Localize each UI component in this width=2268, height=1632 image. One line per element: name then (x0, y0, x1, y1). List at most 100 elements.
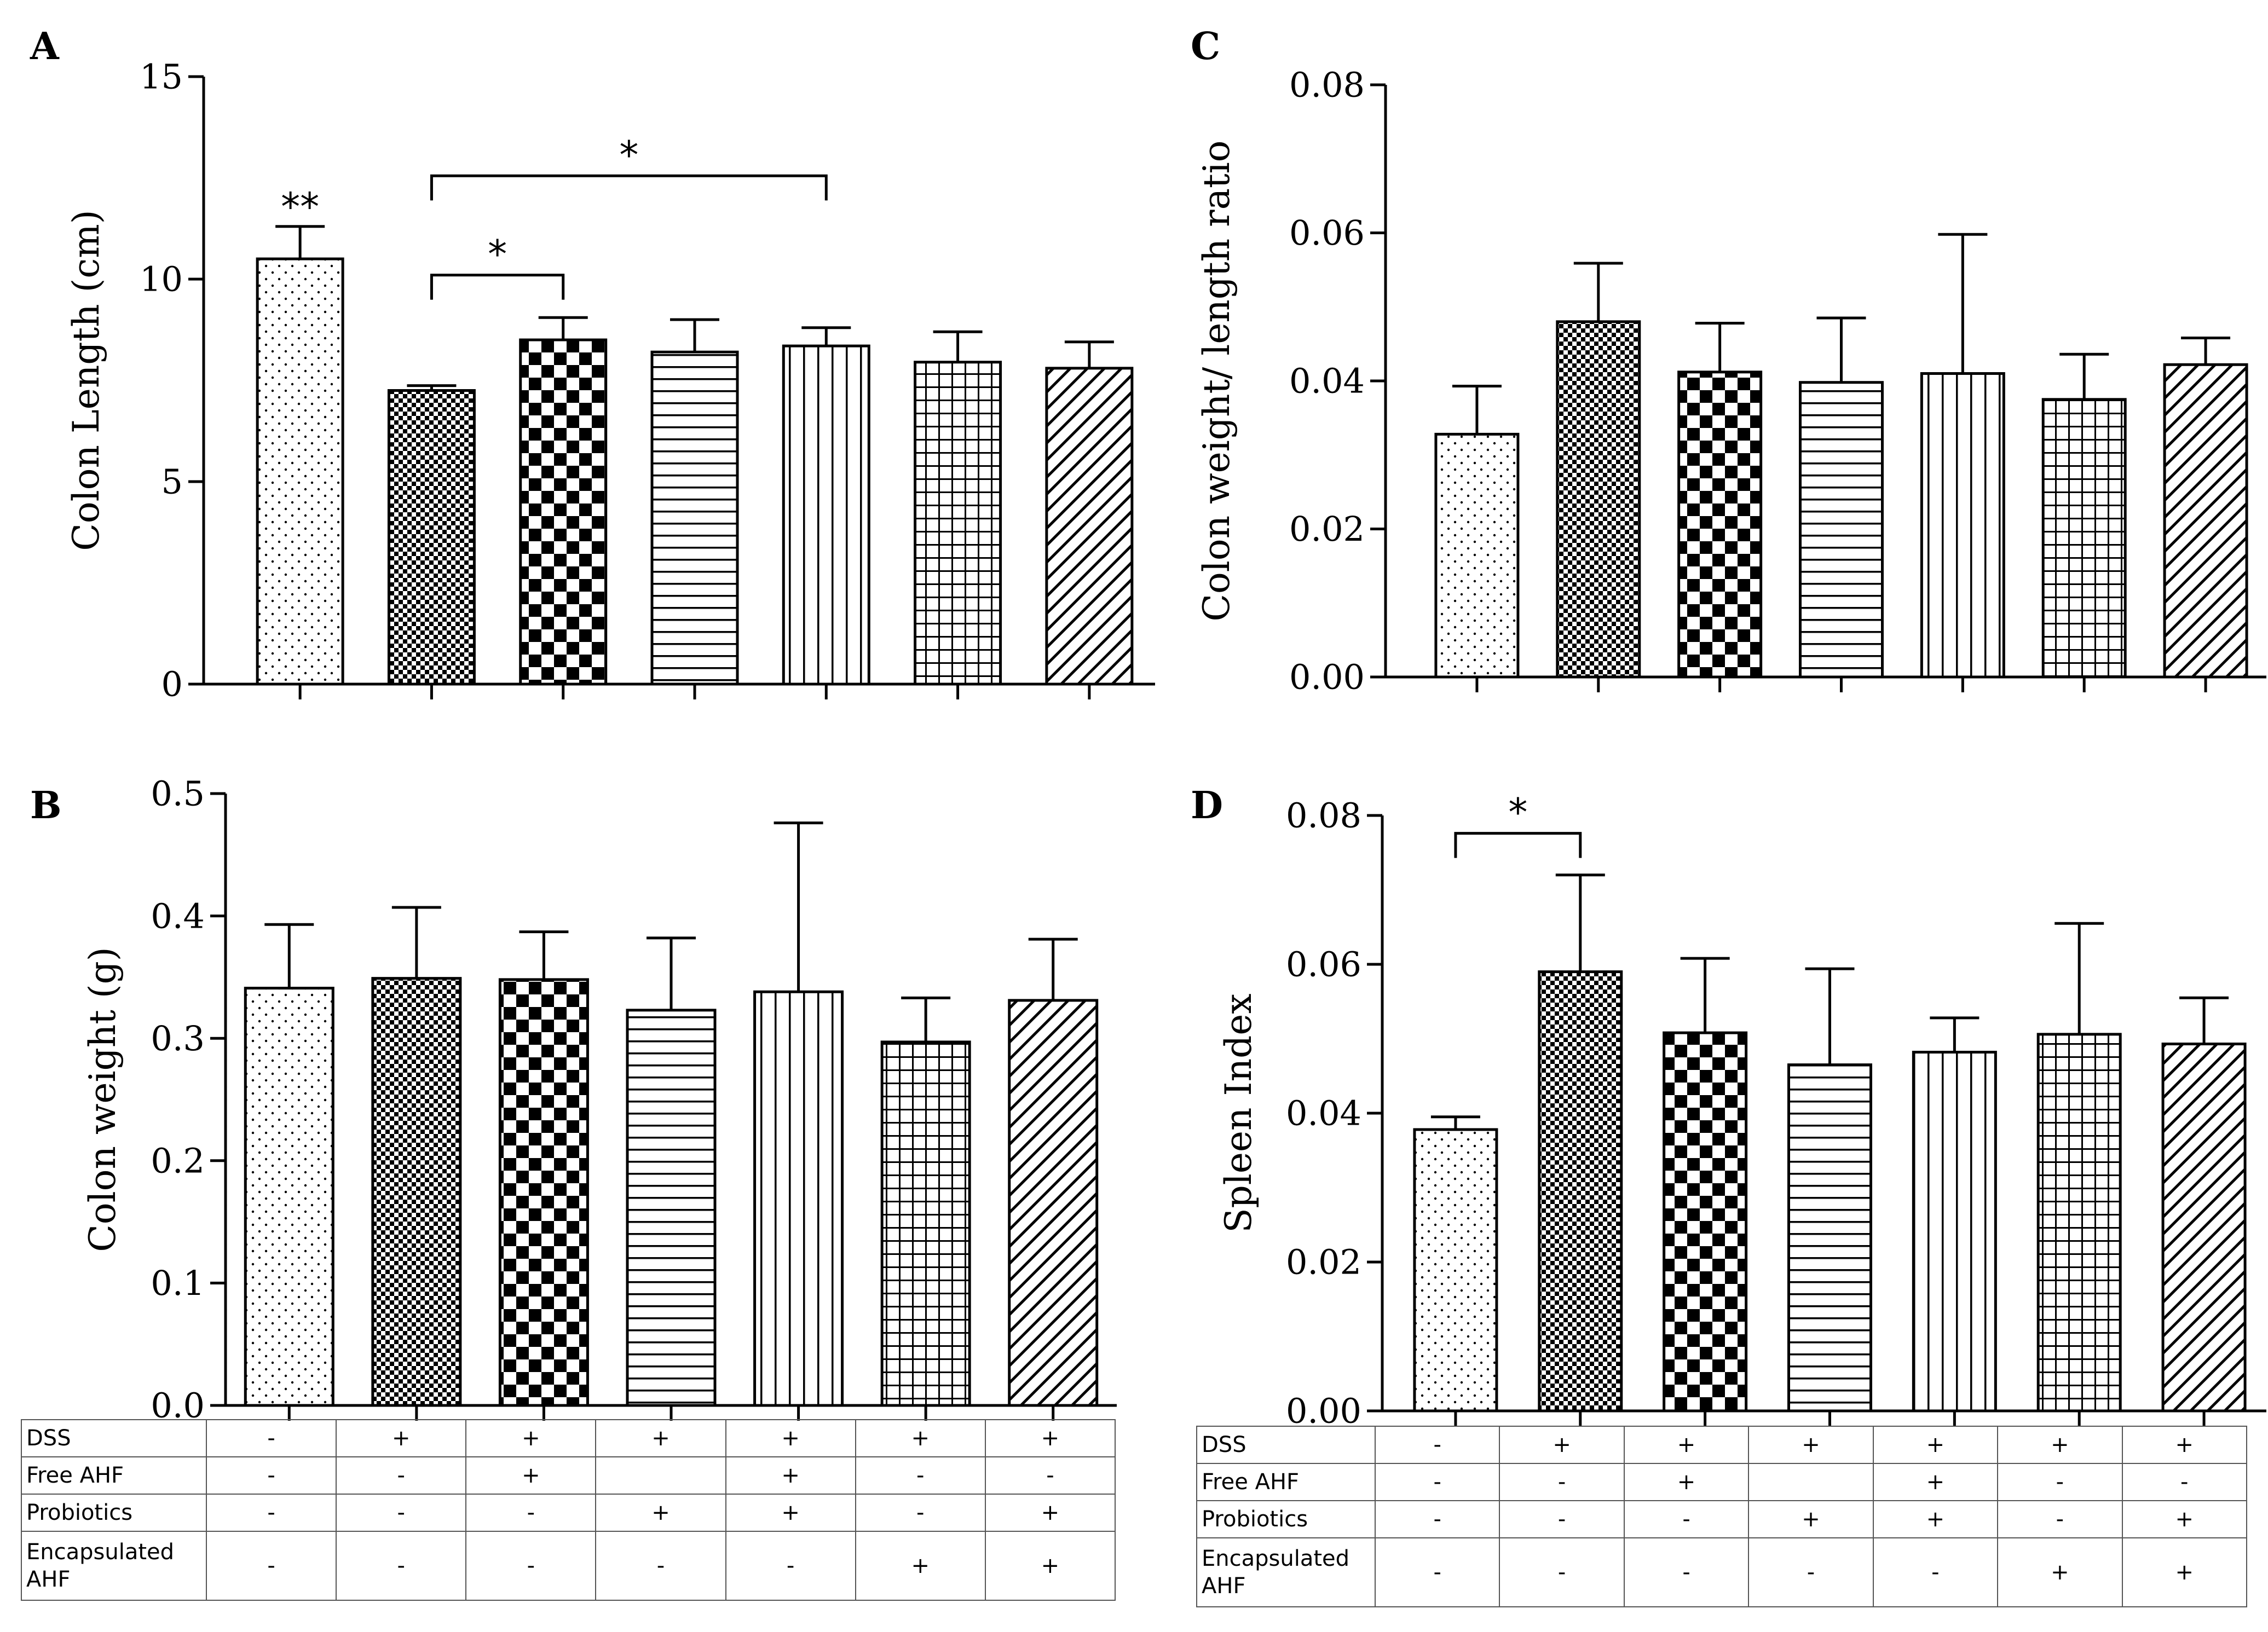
y-tick-label: 0.06 (1286, 945, 1361, 985)
row-label-probiotics: Probiotics (21, 1494, 207, 1532)
row-label-free-ahf: Free AHF (21, 1456, 207, 1495)
table-cell: + (2121, 1537, 2248, 1607)
y-axis-label: Spleen Index (1217, 993, 1260, 1232)
bar (1538, 970, 1623, 1413)
bar (256, 257, 344, 686)
bar (498, 978, 589, 1407)
table-cell: - (336, 1456, 467, 1495)
table-cell: + (725, 1419, 856, 1457)
bar (519, 338, 608, 686)
table-cell: + (855, 1531, 986, 1601)
y-tick-label: 0.04 (1286, 1093, 1361, 1133)
table-cell: - (336, 1494, 467, 1532)
y-axis-label: Colon Length (cm) (65, 210, 107, 551)
table-row: Encapsulated AHF - - - - - + + (21, 1531, 1116, 1601)
table-cell: - (1374, 1463, 1501, 1501)
bar (753, 990, 844, 1407)
table-cell: + (855, 1419, 986, 1457)
bar (1434, 432, 1520, 679)
bar (1787, 1063, 1872, 1413)
table-cell: - (1374, 1500, 1501, 1538)
bar (880, 1040, 971, 1407)
table-cell (595, 1456, 726, 1495)
table-cell: + (2121, 1426, 2248, 1464)
bar (1413, 1128, 1498, 1413)
treatment-table-left: DSS - + + + + + + Free AHF - - + + - - P… (21, 1419, 1116, 1601)
table-cell: - (1997, 1463, 2123, 1501)
table-cell: + (1997, 1537, 2123, 1607)
bar (244, 987, 334, 1407)
significance-label: * (1508, 790, 1527, 835)
panel-d-chart: 0.00 0.02 0.04 0.06 0.08 Spleen Index * (1217, 790, 2266, 1431)
table-cell: + (1748, 1426, 1874, 1464)
table-cell: + (336, 1419, 467, 1457)
table-cell: - (465, 1494, 597, 1532)
table-cell: + (1748, 1500, 1874, 1538)
bar (2036, 1033, 2122, 1413)
significance-bracket (430, 174, 828, 201)
table-cell: + (465, 1456, 597, 1495)
table-row: Probiotics - - - + + - + (21, 1494, 1116, 1532)
table-cell: + (1872, 1426, 1999, 1464)
table-cell: + (984, 1419, 1116, 1457)
table-cell: - (205, 1494, 337, 1532)
bar (2163, 363, 2248, 679)
bar (387, 389, 476, 686)
y-tick-label: 0.00 (1286, 1391, 1361, 1431)
table-cell: + (595, 1419, 726, 1457)
panel-label-c: C (1191, 25, 1220, 68)
y-tick-label: 0 (161, 664, 183, 704)
table-cell: - (1623, 1537, 1750, 1607)
y-axis-label: Colon weight/ length ratio (1196, 141, 1238, 622)
table-cell: - (465, 1531, 597, 1601)
table-cell: + (1872, 1500, 1999, 1538)
table-cell: + (1623, 1426, 1750, 1464)
bar (1556, 320, 1641, 679)
row-label-dss: DSS (1196, 1426, 1376, 1464)
bar (650, 350, 739, 686)
table-cell: - (1872, 1537, 1999, 1607)
table-cell: - (2121, 1463, 2248, 1501)
table-cell: - (1499, 1537, 1625, 1607)
table-cell (1748, 1463, 1874, 1501)
y-tick-label: 0.08 (1286, 796, 1361, 836)
panel-c-chart: 0.00 0.02 0.04 0.06 0.08 Colon weight/ length… (1196, 65, 2266, 697)
table-cell: - (595, 1531, 726, 1601)
significance-bracket (430, 274, 565, 300)
table-cell: - (1499, 1500, 1625, 1538)
table-cell: + (725, 1494, 856, 1532)
bar (1663, 1031, 1748, 1413)
table-cell: - (1499, 1463, 1625, 1501)
row-label-encapsulated-ahf: Encapsulated AHF (1196, 1537, 1376, 1607)
table-cell: - (1748, 1537, 1874, 1607)
row-label-probiotics: Probiotics (1196, 1500, 1376, 1538)
bar (1912, 1050, 1997, 1413)
bar (371, 977, 462, 1407)
table-row: Encapsulated AHF - - - - - + + (1196, 1537, 2248, 1607)
y-tick-label: 0.1 (151, 1263, 205, 1303)
table-row: Probiotics - - - + + - + (1196, 1500, 2248, 1538)
table-cell: - (205, 1419, 337, 1457)
significance-bracket (1454, 832, 1582, 858)
table-cell: - (1374, 1537, 1501, 1607)
y-tick-label: 15 (140, 57, 183, 97)
bar (1920, 372, 2005, 679)
row-label-encapsulated-ahf: Encapsulated AHF (21, 1531, 207, 1601)
table-cell: + (1997, 1426, 2123, 1464)
y-axis-label: Colon weight (g) (82, 947, 124, 1252)
table-cell: - (1997, 1500, 2123, 1538)
y-tick-label: 0.08 (1289, 65, 1365, 105)
table-cell: - (205, 1456, 337, 1495)
y-tick-label: 10 (140, 259, 183, 299)
significance-label: * (619, 132, 638, 177)
table-cell: - (1623, 1500, 1750, 1538)
significance-label: * (488, 232, 507, 277)
y-tick-label: 0.02 (1286, 1242, 1361, 1282)
y-tick-label: 0.02 (1289, 509, 1365, 549)
bar (782, 344, 870, 686)
y-tick-label: 0.5 (151, 774, 205, 814)
table-cell: - (336, 1531, 467, 1601)
bar (626, 1009, 717, 1407)
